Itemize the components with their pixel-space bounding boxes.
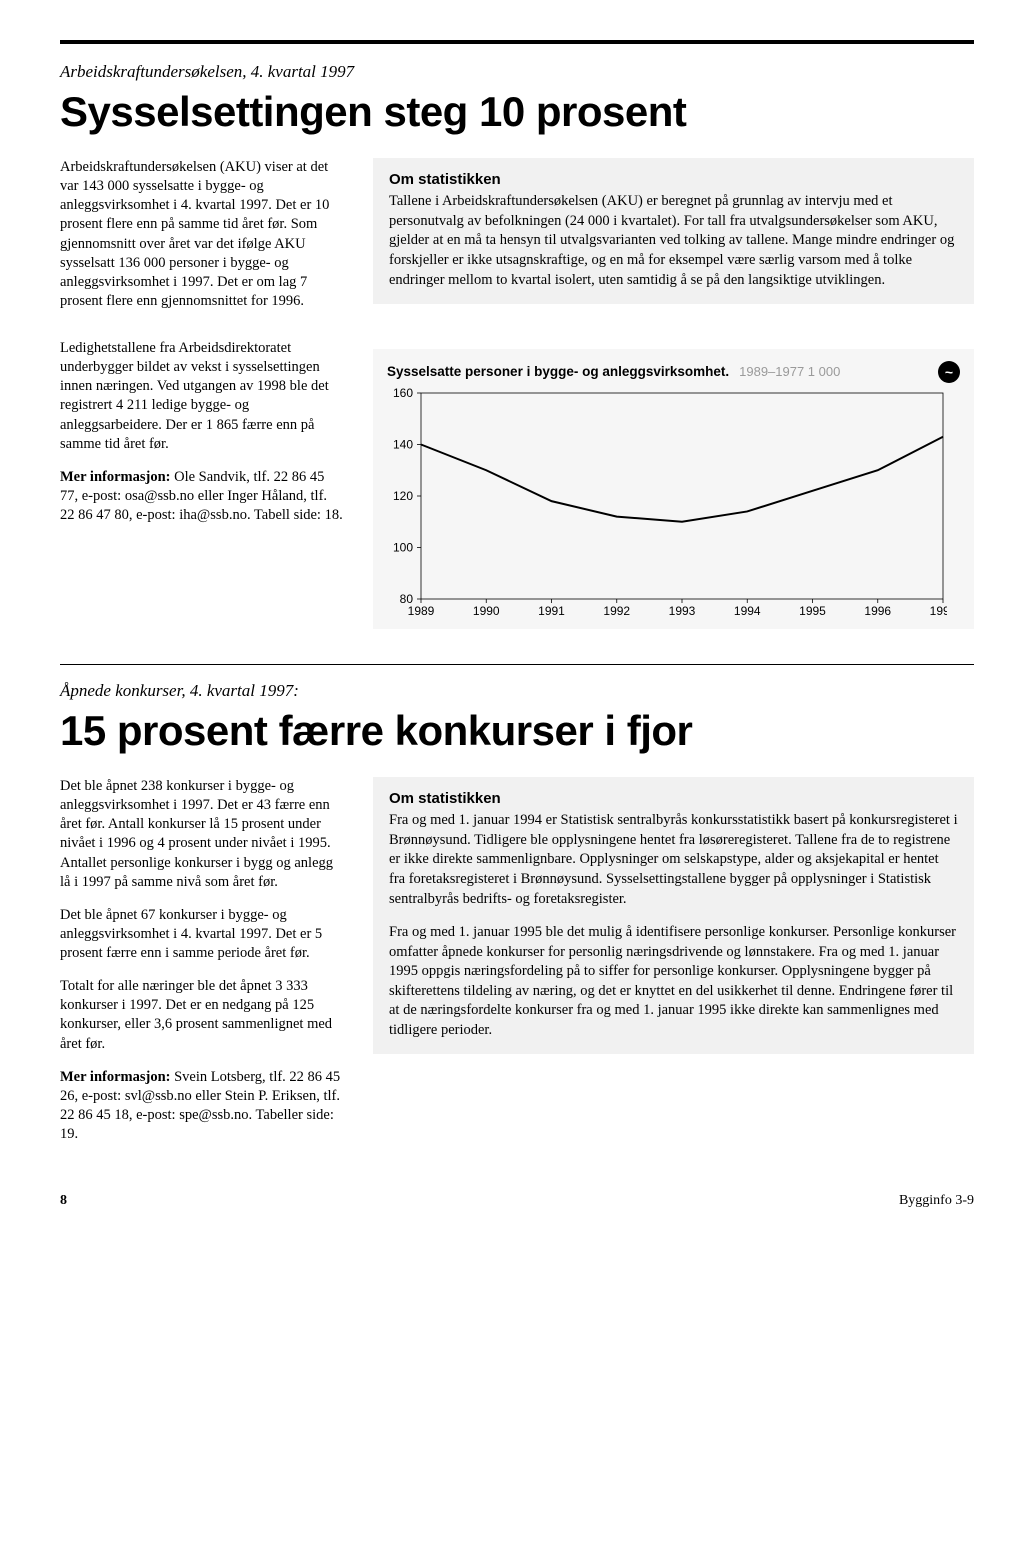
article-2: Åpnede konkurser, 4. kvartal 1997: 15 pr… xyxy=(60,681,974,1158)
divider-rule xyxy=(60,664,974,665)
a1-info-box: Om statistikken Tallene i Arbeidskraftun… xyxy=(373,158,974,304)
a2-left-p2: Det ble åpnet 67 konkurser i bygge- og a… xyxy=(60,906,345,963)
a2-info-title: Om statistikken xyxy=(389,789,958,809)
a1-more-label: Mer informasjon: xyxy=(60,469,170,485)
svg-text:1991: 1991 xyxy=(538,604,565,618)
a2-more-label: Mer informasjon: xyxy=(60,1069,170,1085)
page-number: 8 xyxy=(60,1193,67,1209)
svg-text:100: 100 xyxy=(393,541,413,555)
svg-text:1989: 1989 xyxy=(408,604,435,618)
svg-text:1994: 1994 xyxy=(734,604,761,618)
svg-text:1995: 1995 xyxy=(799,604,826,618)
headline-1: Sysselsettingen steg 10 prosent xyxy=(60,88,974,136)
a1-info-body: Tallene i Arbeidskraftundersøkelsen (AKU… xyxy=(389,192,958,290)
a2-more-info: Mer informasjon: Svein Lotsberg, tlf. 22… xyxy=(60,1068,345,1145)
kicker-1: Arbeidskraftundersøkelsen, 4. kvartal 19… xyxy=(60,62,974,82)
svg-text:1997: 1997 xyxy=(930,604,947,618)
article-1: Arbeidskraftundersøkelsen, 4. kvartal 19… xyxy=(60,62,974,629)
chart-title: Sysselsatte personer i bygge- og anleggs… xyxy=(387,364,729,379)
svg-text:140: 140 xyxy=(393,438,413,452)
page-footer: 8 Bygginfo 3-9 xyxy=(60,1193,974,1209)
kicker-2: Åpnede konkurser, 4. kvartal 1997: xyxy=(60,681,974,701)
svg-text:1993: 1993 xyxy=(669,604,696,618)
line-chart: 8010012014016019891990199119921993199419… xyxy=(387,383,947,623)
svg-text:1992: 1992 xyxy=(603,604,630,618)
a1-info-title: Om statistikken xyxy=(389,170,958,190)
a2-info-box: Om statistikken Fra og med 1. januar 199… xyxy=(373,777,974,1054)
svg-text:120: 120 xyxy=(393,489,413,503)
svg-text:160: 160 xyxy=(393,386,413,400)
a2-left-p3: Totalt for alle næringer ble det åpnet 3… xyxy=(60,977,345,1054)
publication-ref: Bygginfo 3-9 xyxy=(899,1193,974,1209)
ssb-logo-icon: ~ xyxy=(938,361,960,383)
a1-left-p1: Arbeidskraftundersøkelsen (AKU) viser at… xyxy=(60,158,345,311)
a2-info-body1: Fra og med 1. januar 1994 er Statistisk … xyxy=(389,811,958,909)
chart-subtitle: 1989–1977 1 000 xyxy=(739,364,840,379)
chart-container: Sysselsatte personer i bygge- og anleggs… xyxy=(373,349,974,629)
a1-left-p2: Ledighetstallene fra Arbeidsdirektoratet… xyxy=(60,339,345,454)
a2-info-body2: Fra og med 1. januar 1995 ble det mulig … xyxy=(389,923,958,1040)
a1-more-info: Mer informasjon: Ole Sandvik, tlf. 22 86… xyxy=(60,468,345,525)
top-rule xyxy=(60,40,974,44)
svg-text:1996: 1996 xyxy=(864,604,891,618)
headline-2: 15 prosent færre konkurser i fjor xyxy=(60,707,974,755)
svg-text:1990: 1990 xyxy=(473,604,500,618)
a2-left-p1: Det ble åpnet 238 konkurser i bygge- og … xyxy=(60,777,345,892)
